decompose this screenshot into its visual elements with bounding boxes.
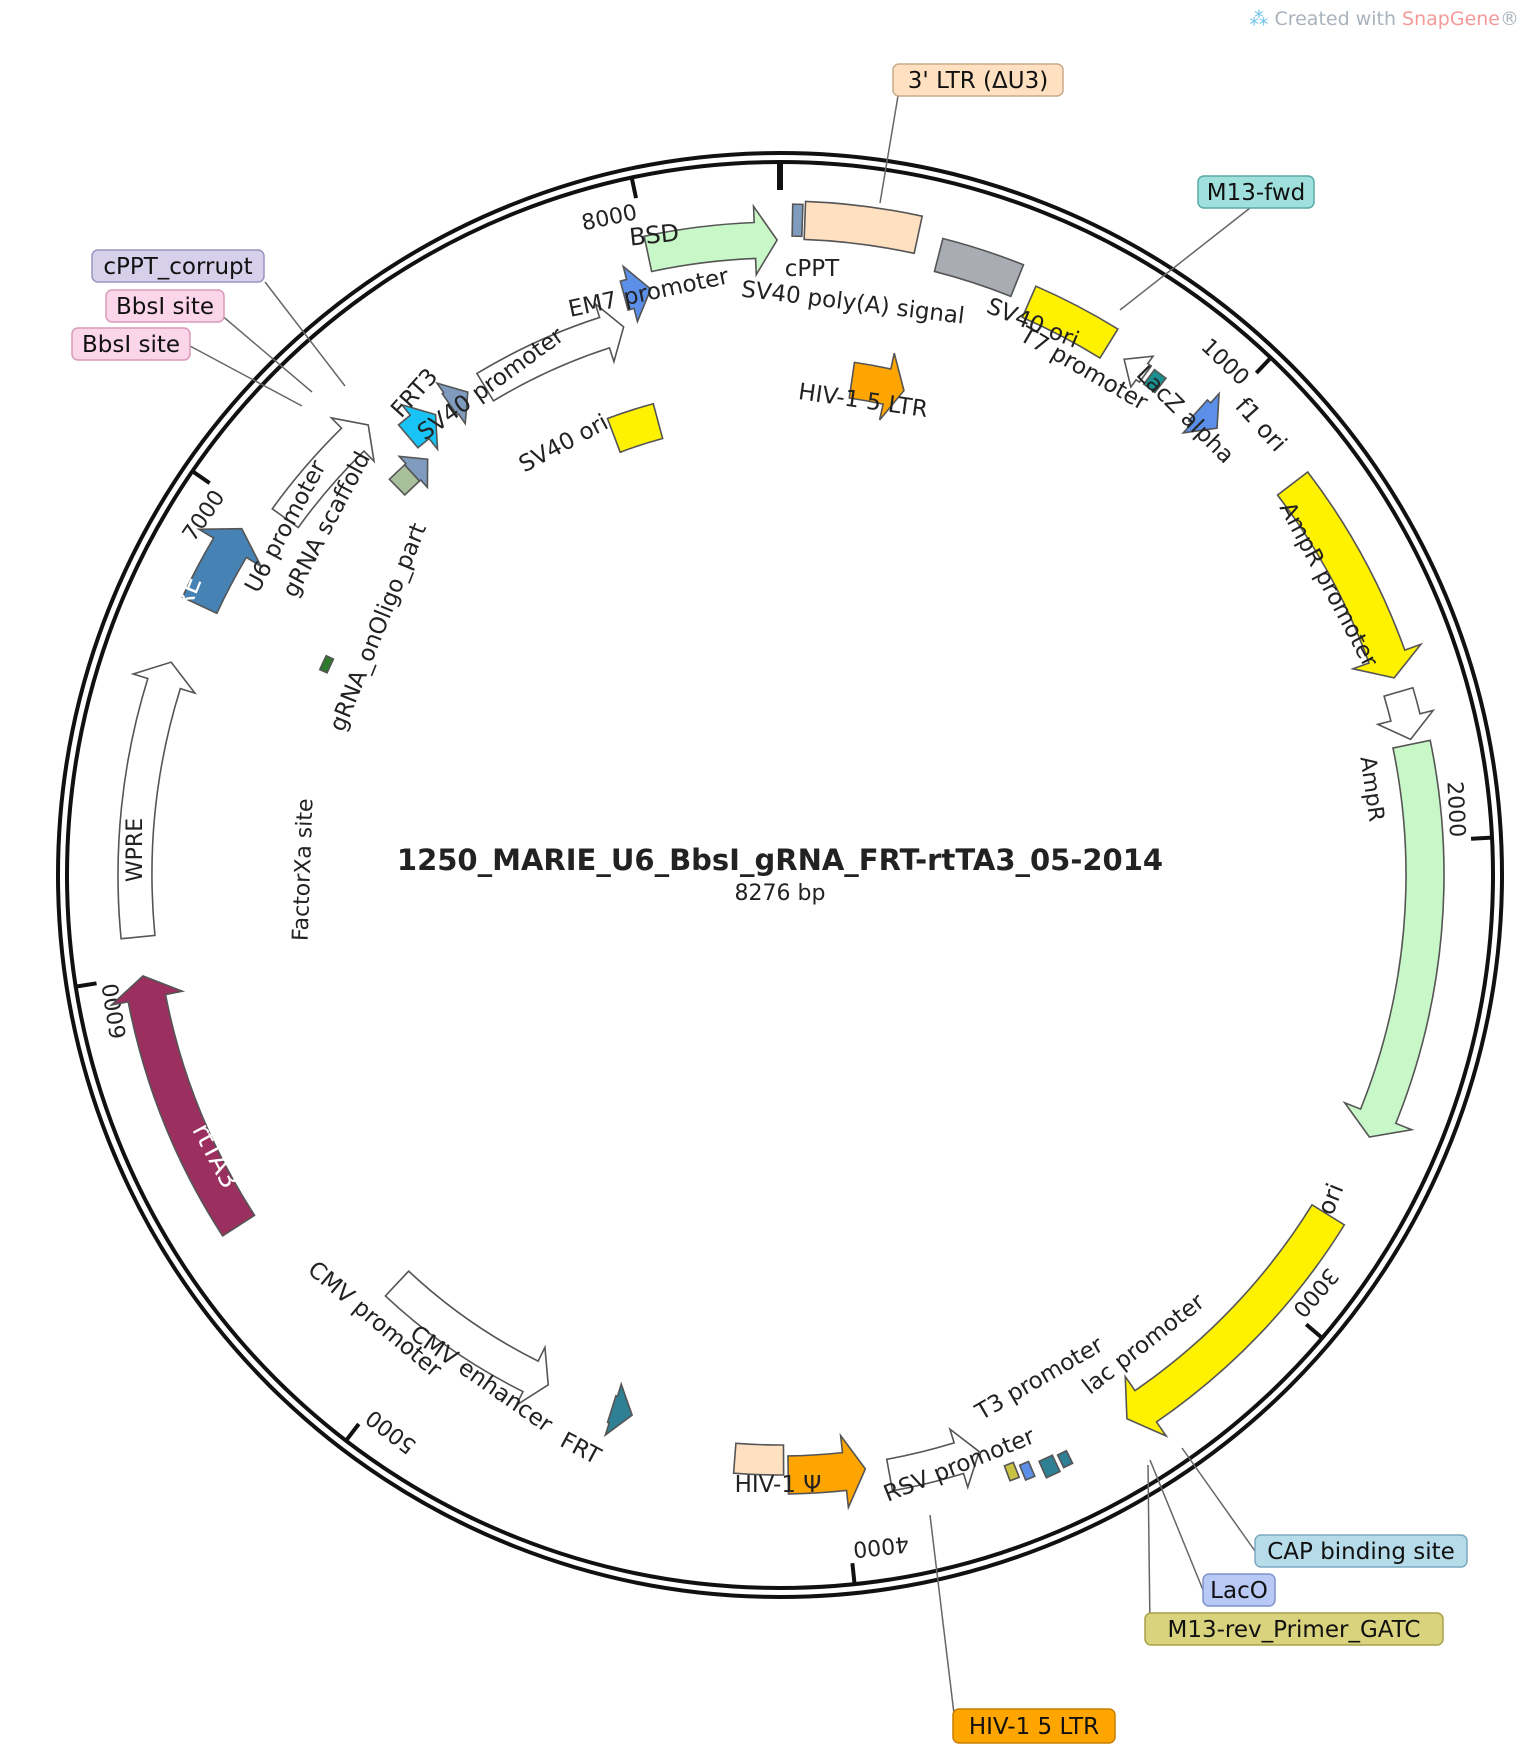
feature-hiv1-psi [732,1442,785,1476]
label-cppt: cPPT [785,256,840,282]
svg-text:BbsI site: BbsI site [116,294,214,320]
feature-frt3 [435,381,469,426]
callout-cap-binding-site: CAP binding site [1254,1534,1468,1568]
label-em7-promoter: EM7 promoter [566,263,731,322]
svg-text:3' LTR (ΔU3): 3' LTR (ΔU3) [908,68,1048,94]
svg-text:CAP binding site: CAP binding site [1267,1539,1455,1565]
label-ampr: AmpR [1354,755,1388,824]
callout-m13-fwd: M13-fwd [1197,175,1315,209]
feature-rtta3 [108,975,256,1238]
callout-leader-7 [1147,1464,1151,1630]
label-wpre: WPRE [123,818,148,882]
feature-sv40-polya [933,237,1025,298]
svg-text:BbsI site: BbsI site [82,332,180,358]
tick-4000 [850,1562,857,1585]
feature-t3-lac-mark [1038,1454,1062,1479]
feature-ampr [1342,739,1445,1138]
feature-cppt [791,203,804,238]
plasmid-length: 8276 bp [735,881,826,906]
feature-grna-onoligo-b [397,455,429,490]
label-f1-ori: f1 ori [1230,392,1293,457]
svg-text:M13-rev_Primer_GATC: M13-rev_Primer_GATC [1168,1617,1421,1643]
callout-3ltr: 3' LTR (ΔU3) [892,63,1064,97]
tick-6000 [75,981,97,989]
feature-hiv1-5ltr [787,1432,867,1511]
feature-sv40-ori [1021,285,1119,360]
tick-label-1000: 1000 [1196,334,1254,391]
label-sv40-polya: SV40 poly(A) signal [740,276,966,329]
snapgene-logo-icon: ⁂ [1249,8,1269,30]
feature-t7-promoter [1123,355,1155,389]
feature-3ltr [803,200,924,255]
svg-text:HIV-1 5 LTR: HIV-1 5 LTR [969,1714,1099,1740]
callout-leader-1 [1119,207,1251,311]
callout-laco: LacO [1202,1573,1276,1607]
feature-wpre [117,661,198,940]
feature-laco-mark [1018,1460,1036,1482]
callout-leader-4 [189,345,303,407]
backbone-outer [56,151,1504,1599]
callout-cppt-corrupt: cPPT_corrupt [91,249,265,283]
label-sv40-ori-inner: SV40 ori [515,410,613,478]
callout-bbsi-1: BbsI site [105,289,225,323]
callout-bbsi-2: BbsI site [71,327,191,361]
feature-ampr-promoter [1375,686,1436,741]
tick-3000 [1304,1322,1324,1340]
feature-factorxa [318,654,335,674]
watermark-prefix: Created with [1274,8,1403,30]
feature-lacz-alpha [1181,391,1220,434]
feature-frt [603,1381,634,1438]
feature-m13-fwd-mark [1142,368,1168,394]
label-factorxa: FactorXa site [289,798,319,941]
label-hiv1-psi: HIV-1 Ψ [735,1472,822,1498]
feature-cap-mark [1056,1449,1074,1469]
feature-rre [181,527,263,615]
tick-label-5000: 5000 [362,1404,422,1458]
feature-sv40-ori-inner [606,402,664,454]
snapgene-watermark: ⁂ Created with SnapGene® [1249,8,1519,30]
callout-leader-3 [219,313,313,393]
feature-hiv1-5ltr-inner [848,352,905,421]
svg-text:M13-fwd: M13-fwd [1207,180,1306,206]
label-frt: FRT [556,1428,606,1471]
tick-1000 [1254,356,1273,375]
callout-m13-rev: M13-rev_Primer_GATC [1144,1612,1444,1646]
feature-arrows [108,200,1445,1511]
callout-leader-0 [879,95,899,204]
tick-8000 [629,177,639,199]
tick-label-4000: 4000 [852,1531,910,1562]
feature-u6-promoter [271,416,376,529]
callout-lines [189,95,1256,1723]
callout-leader-8 [929,1514,956,1723]
tick-5000 [344,1422,361,1442]
callout-leader-6 [1149,1459,1204,1591]
label-grna-onoligo: gRNA_onOligo_part [325,520,432,735]
svg-text:cPPT_corrupt: cPPT_corrupt [103,254,252,280]
plasmid-name: 1250_MARIE_U6_BbsI_gRNA_FRT-rtTA3_05-201… [397,843,1163,877]
feature-cmv-enhancer [384,1270,550,1408]
feature-m13rev-mark [1003,1461,1021,1482]
feature-grna-scaffold [397,403,439,452]
feature-em7-promoter [619,264,652,325]
feature-bsd [643,203,779,278]
tick-7000 [191,469,211,485]
tick-2000 [1470,835,1493,841]
feature-sv40-promoter [475,301,625,402]
svg-text:LacO: LacO [1210,1578,1268,1604]
watermark-suffix: ® [1500,8,1519,30]
callout-leader-5 [1181,1447,1256,1552]
callout-hiv1-5ltr: HIV-1 5 LTR [952,1708,1116,1744]
tick-label-2000: 2000 [1441,781,1469,838]
watermark-brand: SnapGene [1402,8,1500,30]
feature-ori [1124,1203,1346,1438]
feature-rsv-promoter [885,1426,981,1492]
feature-f1-ori [1276,470,1424,679]
callout-leader-2 [264,281,346,387]
label-bsd: BSD [628,219,680,252]
